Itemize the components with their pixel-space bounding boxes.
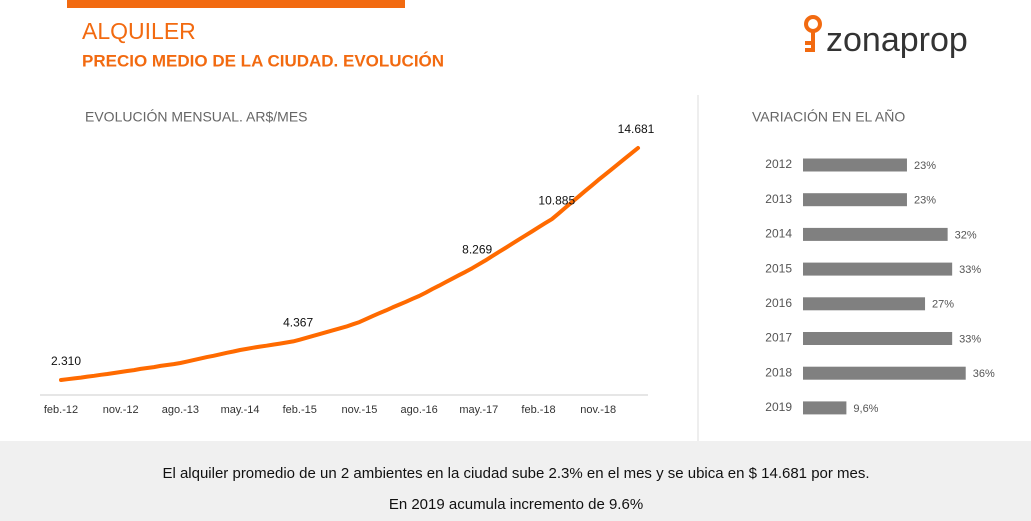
data-label: 23% — [914, 195, 936, 207]
data-label: 33% — [959, 333, 981, 345]
y-tick-label: 2012 — [765, 157, 792, 171]
data-label: 10.885 — [538, 193, 575, 207]
data-label: 8.269 — [462, 242, 492, 256]
bar — [803, 193, 907, 207]
bar — [803, 366, 966, 380]
data-label: 14.681 — [618, 122, 655, 136]
bar — [803, 401, 847, 415]
x-tick-label: ago.-16 — [400, 404, 437, 416]
x-tick-label: ago.-13 — [162, 404, 199, 416]
title: ALQUILER — [82, 18, 196, 44]
x-tick-label: nov.-18 — [580, 404, 616, 416]
bar — [803, 297, 926, 311]
chart-title: VARIACIÓN EN EL AÑO — [752, 109, 905, 125]
logo-icon — [804, 15, 822, 52]
data-label: 32% — [955, 229, 977, 241]
x-tick-label: nov.-15 — [342, 404, 378, 416]
data-label: 23% — [914, 160, 936, 172]
y-tick-label: 2015 — [765, 261, 792, 275]
data-label: 27% — [932, 299, 954, 311]
bar — [803, 332, 953, 345]
chart-title: EVOLUCIÓN MENSUAL. AR$/MES — [85, 109, 308, 125]
x-tick-label: feb.-18 — [521, 404, 555, 416]
bar — [803, 227, 948, 241]
data-label: 33% — [959, 264, 981, 276]
y-tick-label: 2013 — [765, 192, 792, 206]
x-tick-label: may.-14 — [221, 404, 260, 416]
logo: zonaprop — [826, 21, 968, 59]
y-tick-label: 2019 — [765, 400, 792, 414]
y-tick-label: 2017 — [765, 331, 792, 345]
y-tick-label: 2018 — [765, 365, 792, 379]
x-tick-label: may.-17 — [459, 404, 498, 416]
footer-text: En 2019 acumula incremento de 9.6% — [389, 496, 643, 513]
bar — [803, 262, 953, 276]
line-series — [59, 146, 640, 382]
bar — [803, 158, 907, 172]
data-label: 2.310 — [51, 354, 81, 368]
footer-bg — [0, 441, 1031, 521]
y-tick-label: 2014 — [765, 227, 792, 241]
data-label: 9,6% — [853, 403, 878, 415]
subtitle: PRECIO MEDIO DE LA CIUDAD. EVOLUCIÓN — [82, 51, 444, 70]
y-tick-label: 2016 — [765, 296, 792, 310]
footer-text: El alquiler promedio de un 2 ambientes e… — [162, 465, 869, 482]
data-label: 36% — [973, 368, 995, 380]
x-tick-label: feb.-12 — [44, 404, 78, 416]
x-tick-label: nov.-12 — [103, 404, 139, 416]
accent-bar — [67, 0, 405, 8]
data-label: 4.367 — [283, 316, 313, 330]
x-tick-label: feb.-15 — [283, 404, 317, 416]
